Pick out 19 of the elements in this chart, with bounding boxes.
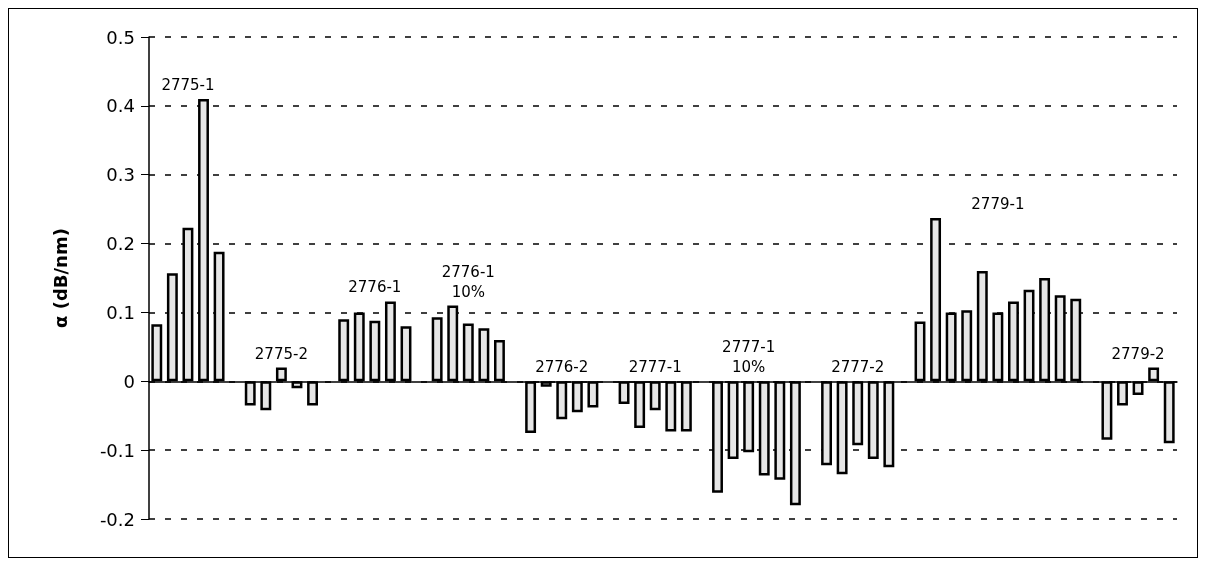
series-label: 2775-2 [254,344,308,363]
series-label: 2779-2 [1111,344,1165,363]
y-tick-label: 0 [123,370,135,392]
y-tick-label: 0.5 [106,26,135,48]
series-label: 2775-1 [161,75,215,94]
series-label: 2777-1 10% [722,338,776,377]
y-tick-label: 0.1 [106,301,135,323]
y-tick-label: 0.2 [106,233,135,255]
y-tick-label: -0.2 [99,508,135,530]
y-tick-label: 0.4 [106,95,135,117]
text: 2779-1 [971,195,1025,214]
series-label: 2776-1 [348,278,402,297]
y-tick-label: 0.3 [106,164,135,186]
series-label: 2777-1 [628,358,682,377]
series-label: 2777-2 [831,358,885,377]
series-label: 2776-2 [535,358,589,377]
series-label: 2776-1 10% [441,262,495,301]
y-axis-title: α (dB/nm) [49,228,71,328]
y-tick-label: -0.1 [99,439,135,461]
